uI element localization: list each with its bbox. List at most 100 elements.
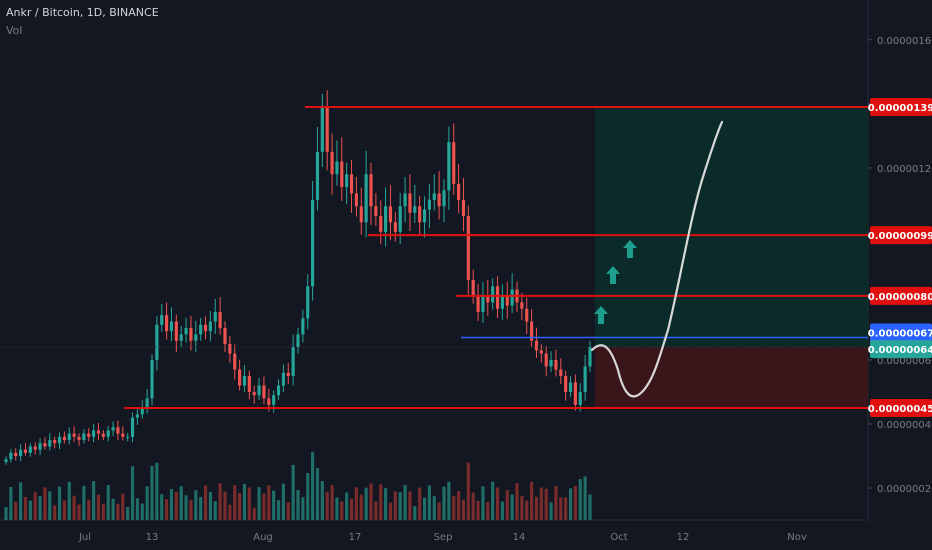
candle (573, 374, 577, 411)
candle (189, 315, 193, 351)
chart-title: Ankr / Bitcoin, 1D, BINANCE (6, 6, 159, 19)
volume-bar (272, 490, 276, 520)
candle (500, 284, 504, 320)
candle-body (374, 206, 378, 216)
candle (33, 442, 37, 455)
volume-bar (315, 468, 320, 520)
level-price-tag-text: 0.00000139 (868, 103, 932, 114)
candle-body (33, 446, 37, 450)
x-tick-label: Jul (78, 532, 91, 543)
candle (578, 383, 582, 412)
candle-body (28, 446, 32, 453)
candle (218, 297, 222, 335)
candle-body (174, 321, 178, 341)
candle (67, 427, 71, 445)
volume-bar (92, 481, 96, 520)
volume-bar (573, 485, 577, 520)
volume-bar (583, 476, 587, 520)
candle-body (403, 193, 407, 207)
candle-body (150, 359, 154, 399)
volume-bar (325, 491, 329, 520)
last-price-tag (870, 340, 932, 359)
volume-bar (564, 497, 568, 520)
volume-bar (398, 492, 402, 520)
candle (510, 273, 514, 313)
volume-bar (539, 487, 543, 520)
candle (291, 334, 295, 386)
candle (588, 341, 592, 372)
candle (111, 421, 115, 437)
candle (43, 437, 47, 450)
candle (403, 176, 407, 223)
candle (534, 327, 539, 359)
candle-body (281, 372, 285, 386)
volume-bar (296, 490, 300, 520)
candle (135, 408, 139, 425)
candle (72, 426, 76, 443)
volume-bar (471, 492, 475, 520)
volume-bar (106, 485, 110, 520)
candle-body (335, 161, 339, 175)
candle-body (218, 311, 222, 328)
volume-bar (208, 492, 212, 520)
volume-bar (252, 507, 256, 520)
x-tick-label: 17 (349, 532, 362, 543)
candle-body (43, 443, 47, 447)
volume-bar (427, 485, 431, 520)
level-price-tag (870, 226, 932, 245)
candle (9, 449, 13, 463)
candle-body (447, 142, 451, 191)
volume-bar (549, 502, 553, 520)
candle-body (19, 449, 23, 457)
volume-bar (388, 502, 393, 520)
candle (491, 278, 495, 310)
candle (130, 412, 135, 443)
candle (23, 443, 28, 456)
candle (276, 379, 281, 400)
x-tick-label: Nov (787, 532, 807, 543)
candle-body (364, 174, 368, 223)
candle-body (276, 385, 281, 396)
volume-bar (422, 497, 427, 520)
candle (160, 304, 164, 332)
candle-body (486, 295, 490, 303)
candle-body (291, 347, 295, 376)
candle-body (213, 311, 217, 322)
candle-body (233, 353, 237, 370)
candle (77, 433, 81, 447)
up-arrow-icon (594, 306, 608, 324)
volume-bar (121, 493, 125, 520)
candle-body (96, 430, 101, 434)
volume-bar (145, 486, 149, 520)
candle-body (588, 347, 592, 367)
volume-bar (510, 494, 514, 520)
volume-bar (233, 485, 237, 520)
volume-bar (135, 498, 139, 520)
candle-body (189, 327, 193, 341)
volume-bar (62, 500, 66, 520)
candle (559, 358, 563, 385)
candle-body (466, 215, 470, 280)
candle (165, 302, 169, 340)
candle-body (87, 433, 91, 437)
volume-bar (476, 501, 480, 520)
candle-body (330, 151, 334, 175)
x-tick-label: 14 (513, 532, 526, 543)
candle-body (57, 436, 62, 444)
candle-body (559, 369, 563, 376)
candle (554, 349, 558, 377)
candle-body (534, 340, 539, 351)
volume-bar (33, 492, 37, 520)
volume-bar (262, 493, 266, 520)
candle-body (325, 107, 329, 152)
volume-bar (82, 485, 86, 520)
volume-bar (408, 491, 412, 520)
candle-body (130, 417, 135, 437)
candle (281, 364, 285, 392)
candle (349, 159, 354, 213)
candle-body (252, 391, 256, 396)
volume-bar (87, 499, 91, 520)
projection-path (590, 120, 724, 398)
volume-bar (481, 486, 485, 520)
